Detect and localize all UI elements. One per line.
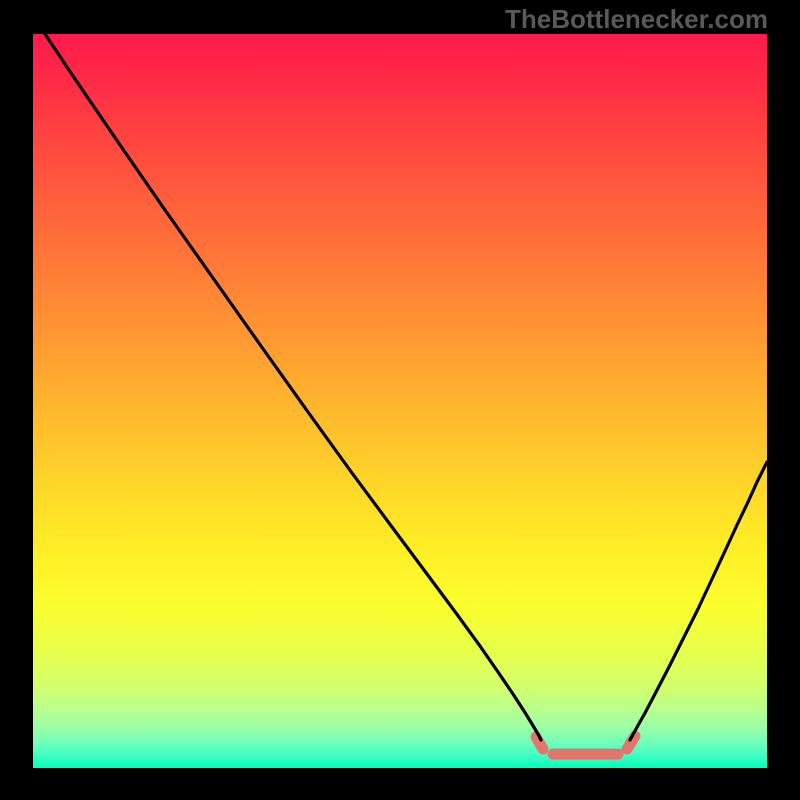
watermark-text: TheBottlenecker.com [505,4,768,35]
curve-layer [33,34,767,768]
curve-left [33,34,541,740]
plot-area [33,34,767,768]
curve-right [630,462,767,740]
